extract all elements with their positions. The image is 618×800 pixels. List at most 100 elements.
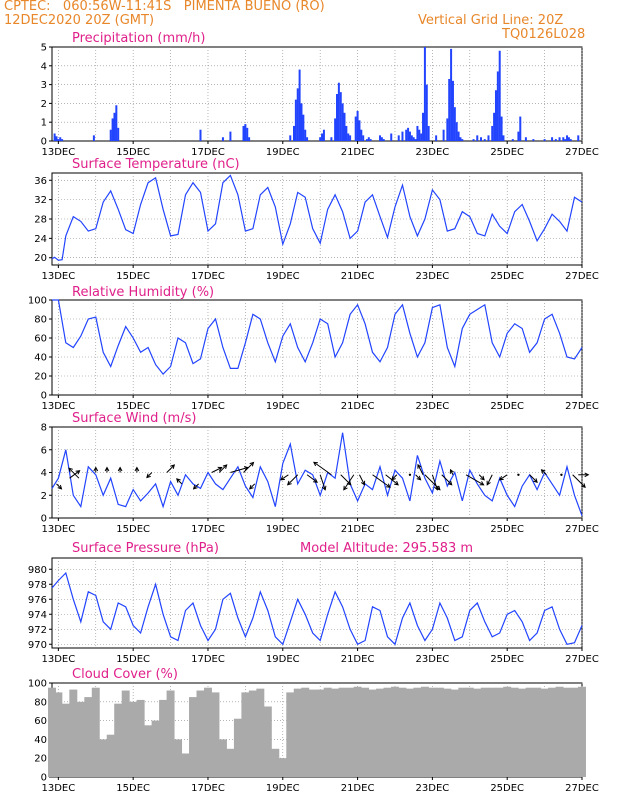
bar-mark: [218, 739, 227, 777]
bar-mark: [334, 118, 337, 141]
bar-mark: [136, 699, 145, 777]
x-tick-label: 19DEC: [266, 401, 300, 412]
y-tick-label: 24: [34, 234, 47, 245]
wind-arrow: [218, 464, 228, 473]
bar-mark: [59, 137, 62, 141]
bar-mark: [181, 753, 190, 777]
bar-mark: [356, 110, 359, 141]
bar-mark: [428, 687, 437, 777]
bar-mark: [446, 118, 449, 141]
y-tick-label: 972: [28, 625, 47, 636]
bar-mark: [540, 688, 549, 777]
y-tick-label: 40: [34, 735, 47, 746]
bar-mark: [500, 116, 503, 141]
bar-mark: [511, 139, 514, 141]
x-tick-label: 13DEC: [41, 147, 75, 158]
bar-mark: [367, 137, 370, 141]
y-tick-label: 1: [41, 118, 47, 129]
bar-mark: [226, 748, 235, 777]
x-tick-label: 27DEC: [565, 524, 599, 535]
panel-title: Surface Temperature (nC): [72, 157, 240, 172]
bar-mark: [416, 125, 419, 141]
y-tick-label: 978: [28, 580, 47, 591]
bar-mark: [578, 686, 586, 777]
wind-arrow: [415, 474, 422, 481]
bar-mark: [473, 688, 482, 777]
y-tick-label: 100: [28, 296, 47, 307]
x-tick-label: 13DEC: [41, 654, 75, 665]
wind-arrow: [68, 467, 80, 479]
x-tick-label: 27DEC: [565, 401, 599, 412]
bar-mark: [533, 687, 542, 777]
bar-mark: [532, 139, 535, 141]
bar-mark: [294, 99, 297, 141]
x-tick-label: 15DEC: [116, 401, 150, 412]
panel-title: Cloud Cover (%): [72, 667, 178, 682]
x-tick-label: 19DEC: [266, 147, 300, 158]
wind-arrow: [359, 474, 366, 486]
bar-mark: [339, 92, 342, 141]
x-tick-label: 23DEC: [416, 147, 450, 158]
panel-frame: [51, 557, 583, 649]
wind-arrow: [313, 461, 332, 476]
bar-mark: [349, 135, 352, 141]
bar-mark: [577, 135, 580, 141]
wind-arrow: [319, 474, 327, 491]
bar-mark: [412, 137, 415, 141]
wind-arrow: [517, 473, 520, 476]
bar-mark: [302, 114, 305, 141]
bar-mark: [443, 688, 452, 777]
bar-mark: [331, 688, 340, 777]
bar-mark: [174, 739, 183, 777]
wind-arrow: [306, 474, 318, 483]
bar-mark: [233, 718, 242, 777]
wind-arrow: [243, 461, 255, 473]
wind-arrow: [572, 474, 586, 489]
bar-mark: [459, 137, 462, 141]
bar-mark: [114, 703, 123, 777]
x-tick-label: 17DEC: [191, 271, 225, 282]
x-tick-label: 15DEC: [116, 271, 150, 282]
bar-mark: [144, 725, 153, 777]
y-tick-label: 4: [41, 61, 47, 72]
bar-mark: [495, 687, 504, 777]
bar-mark: [567, 137, 570, 141]
bar-mark: [435, 687, 444, 777]
bar-mark: [319, 137, 322, 141]
bar-mark: [343, 112, 346, 141]
bar-mark: [517, 131, 520, 141]
bar-mark: [345, 125, 348, 141]
wind-arrow: [372, 474, 391, 488]
bar-mark: [566, 135, 569, 141]
x-tick-label: 25DEC: [490, 654, 524, 665]
bar-mark: [425, 84, 428, 141]
y-tick-label: 980: [28, 565, 47, 576]
bar-mark: [496, 71, 499, 141]
x-tick-label: 21DEC: [341, 654, 375, 665]
y-tick-label: 3: [41, 80, 47, 91]
x-tick-label: 17DEC: [191, 401, 225, 412]
bar-mark: [448, 78, 451, 141]
x-tick-label: 21DEC: [341, 401, 375, 412]
y-tick-label: 4: [41, 468, 47, 479]
bar-mark: [465, 687, 474, 777]
bar-mark: [296, 88, 299, 141]
y-tick-label: 974: [28, 610, 47, 621]
y-tick-label: 36: [34, 176, 47, 187]
bar-mark: [321, 133, 324, 141]
bar-mark: [442, 129, 445, 141]
y-tick-label: 0: [41, 137, 47, 148]
bar-mark: [408, 131, 411, 141]
x-tick-label: 19DEC: [266, 783, 300, 794]
bar-mark: [420, 133, 423, 141]
x-tick-label: 19DEC: [266, 524, 300, 535]
bar-mark: [383, 687, 392, 777]
bar-mark: [54, 692, 63, 777]
bar-mark: [189, 697, 197, 777]
bar-mark: [121, 690, 130, 777]
panel-0: [49, 46, 583, 144]
bar-mark: [199, 129, 202, 141]
bar-mark: [306, 137, 309, 141]
bar-mark: [151, 720, 160, 777]
bar-mark: [570, 687, 579, 777]
